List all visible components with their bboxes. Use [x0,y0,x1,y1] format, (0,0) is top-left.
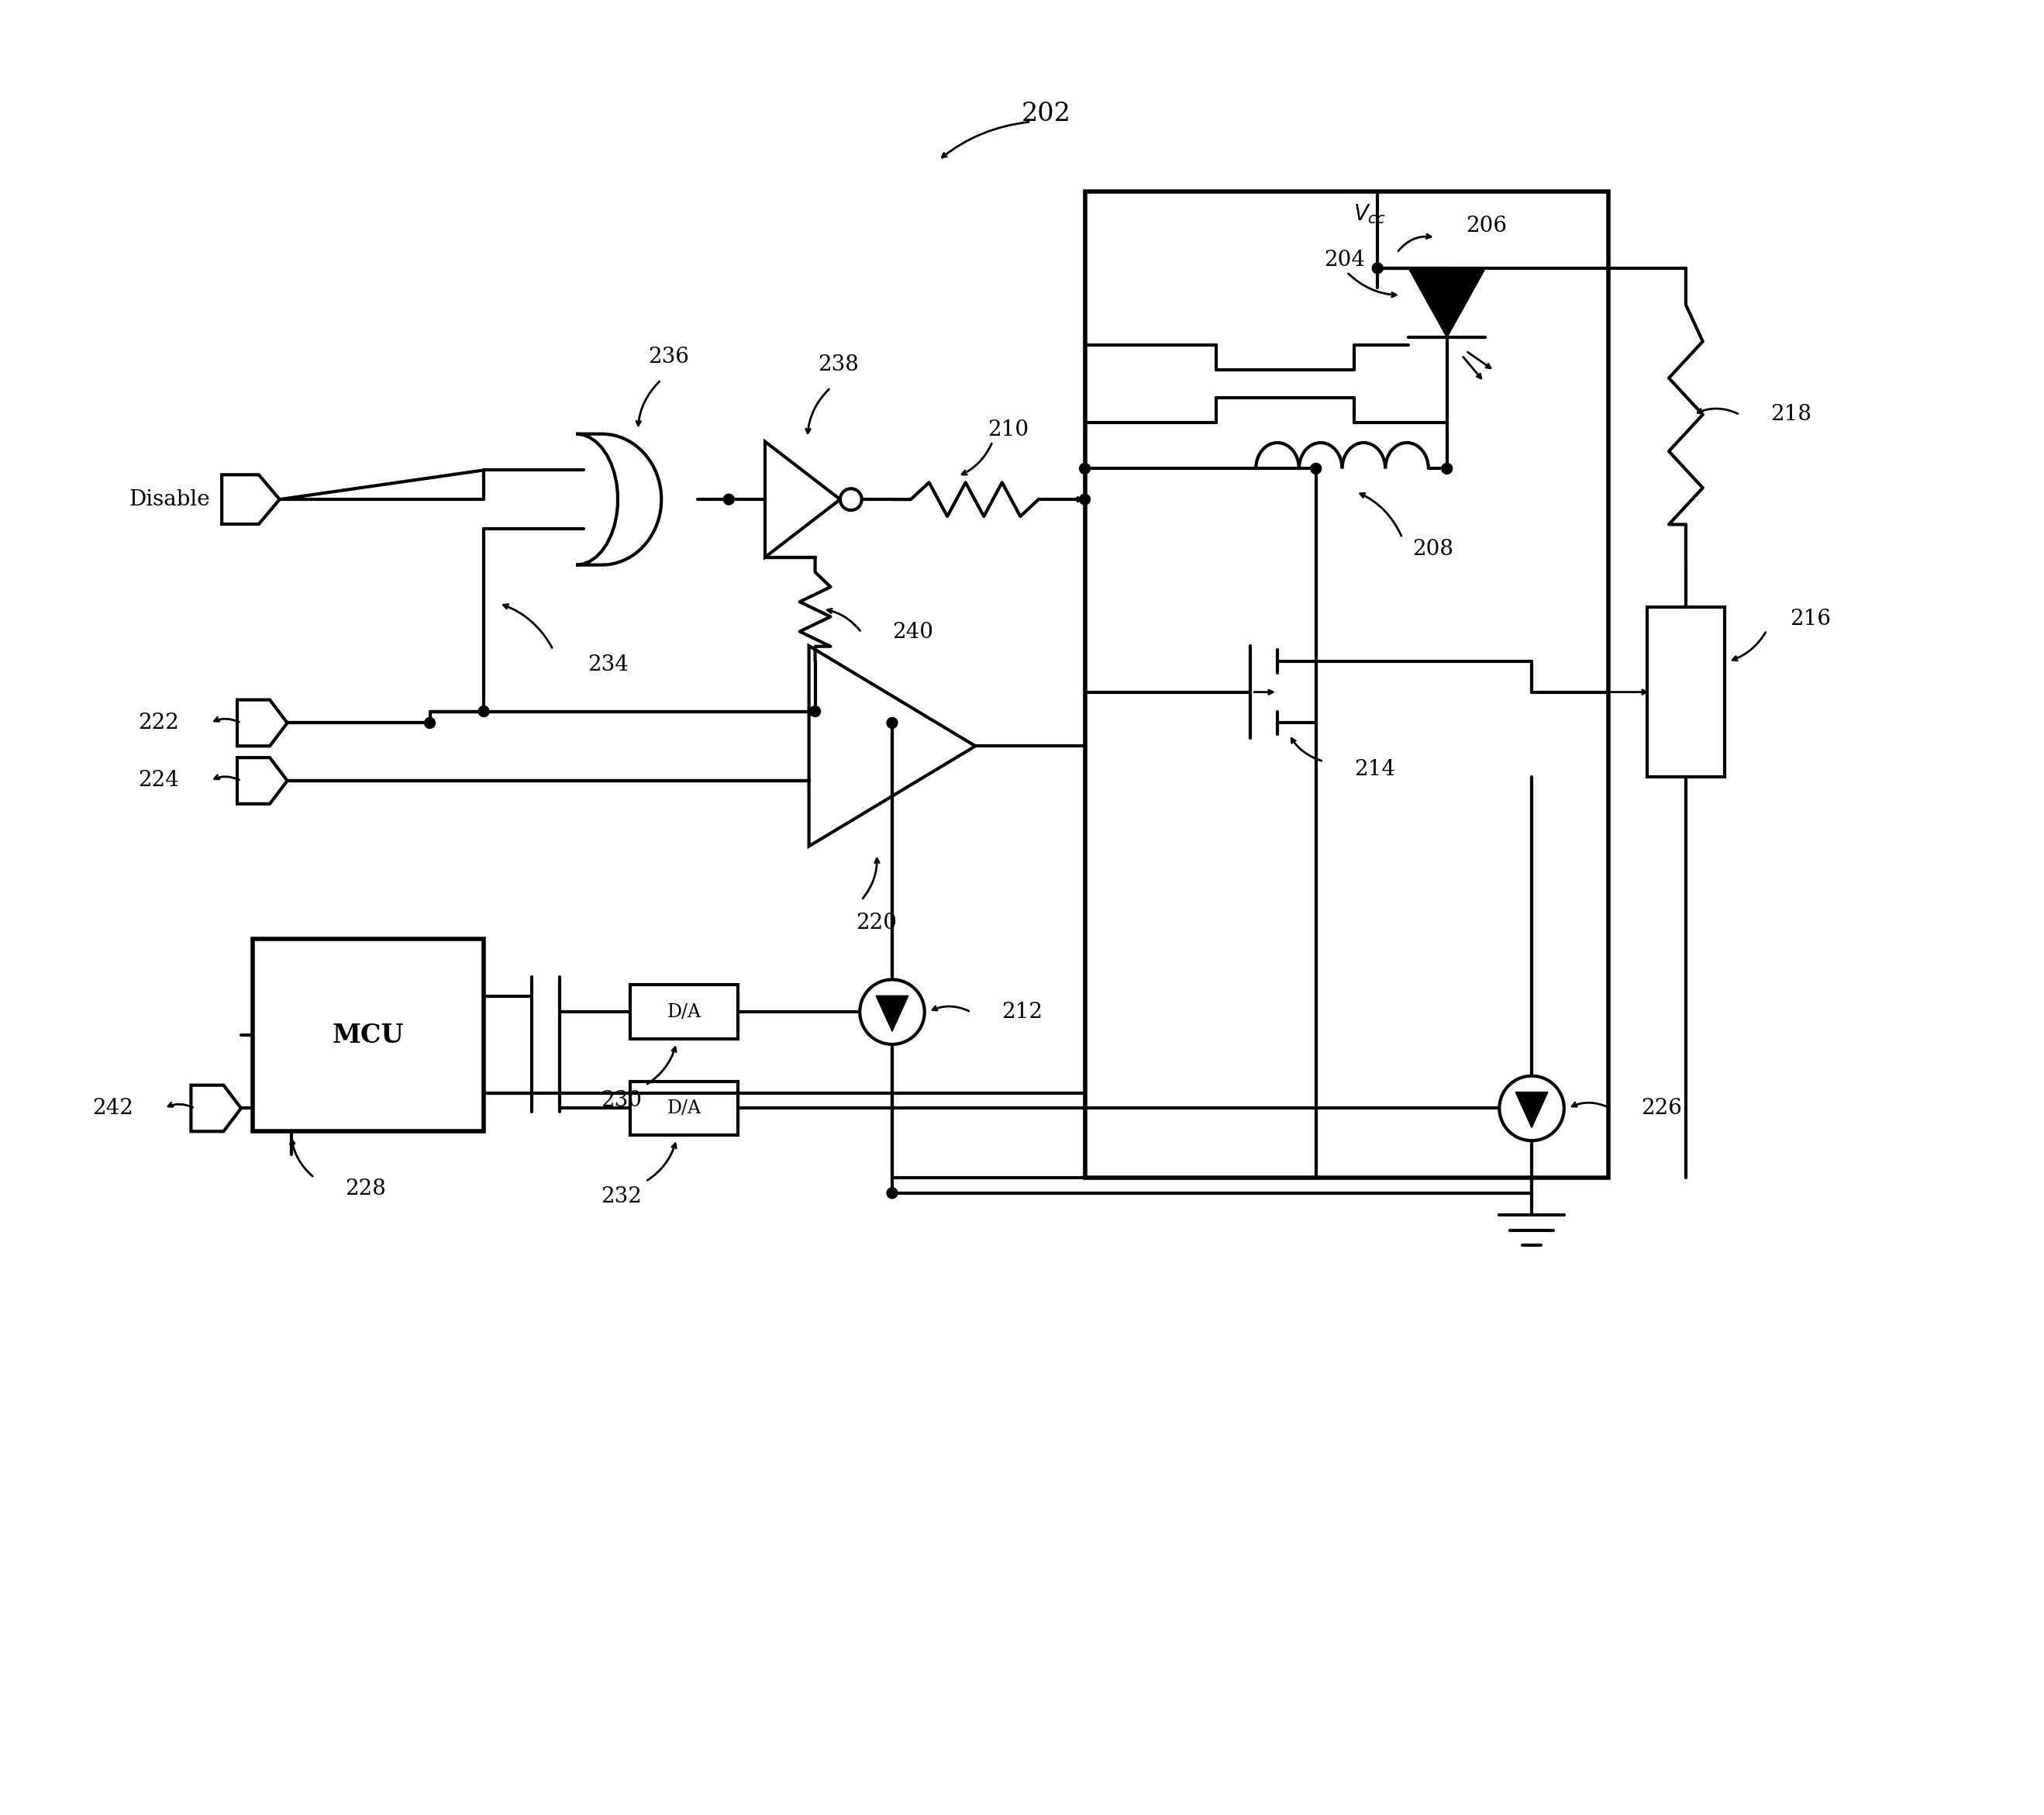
Polygon shape [576,434,662,564]
Circle shape [861,980,924,1044]
Text: 212: 212 [1002,1002,1042,1022]
Circle shape [1079,494,1089,505]
Circle shape [887,1187,897,1198]
Bar [253,938,484,1131]
Text: 228: 228 [345,1178,386,1200]
Circle shape [1310,463,1320,474]
Text: MCU: MCU [333,1022,405,1047]
Text: 238: 238 [818,354,858,376]
Text: 242: 242 [92,1098,133,1118]
Polygon shape [1515,1093,1547,1127]
Circle shape [887,717,897,728]
Text: D/A: D/A [666,1100,701,1118]
Circle shape [1079,463,1089,474]
Text: 232: 232 [601,1187,642,1207]
Text: 220: 220 [856,913,897,933]
Circle shape [478,706,489,717]
Polygon shape [1408,269,1486,338]
Bar [1085,191,1609,1178]
Circle shape [425,717,435,728]
Text: 224: 224 [139,770,180,791]
Bar [630,986,738,1038]
Text: 214: 214 [1355,759,1396,780]
Text: 206: 206 [1466,216,1506,236]
Bar [1647,608,1725,777]
Text: 202: 202 [1022,102,1071,127]
Polygon shape [190,1085,241,1131]
Polygon shape [809,646,975,846]
Text: 210: 210 [987,419,1028,441]
Polygon shape [237,701,288,746]
Text: 222: 222 [139,713,180,733]
Text: 204: 204 [1325,250,1365,270]
Text: 208: 208 [1412,539,1453,561]
Circle shape [1441,463,1453,474]
Circle shape [809,706,820,717]
Polygon shape [764,441,840,557]
Text: D/A: D/A [666,1004,701,1020]
Text: Disable: Disable [129,488,211,510]
Text: 240: 240 [891,623,934,643]
Text: 218: 218 [1770,405,1811,425]
Polygon shape [877,996,908,1031]
Bar [630,1082,738,1134]
Text: 230: 230 [601,1091,642,1111]
Text: 216: 216 [1791,608,1831,630]
Text: $V_{cc}$: $V_{cc}$ [1353,203,1386,225]
Circle shape [1372,263,1384,274]
Circle shape [724,494,734,505]
Polygon shape [223,476,280,525]
Text: 234: 234 [589,655,630,675]
Text: 236: 236 [648,347,689,367]
Circle shape [1500,1076,1564,1140]
Polygon shape [237,757,288,804]
Circle shape [840,488,863,510]
Text: 226: 226 [1641,1098,1682,1118]
